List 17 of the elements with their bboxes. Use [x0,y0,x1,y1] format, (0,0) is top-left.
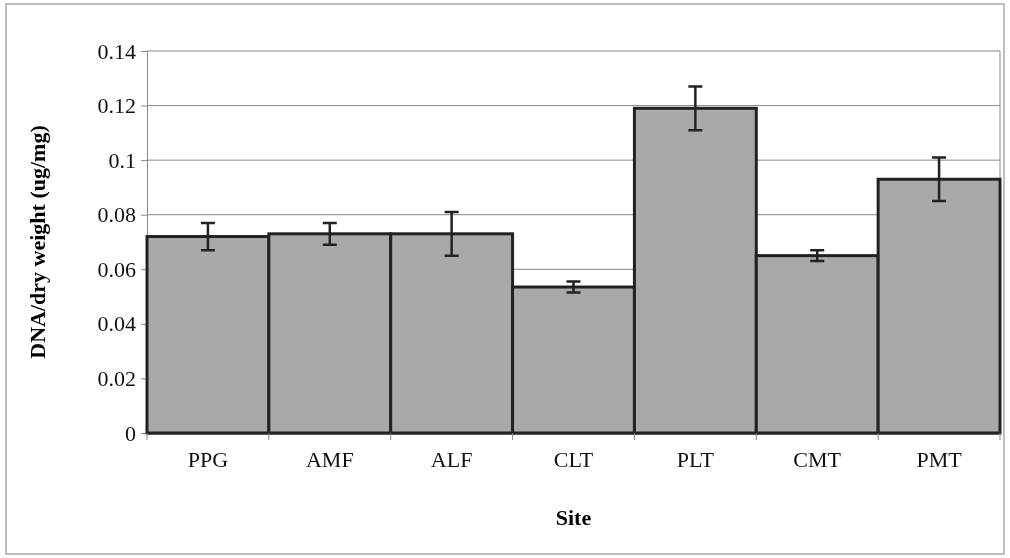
y-tick-label: 0.02 [97,365,136,391]
y-axis-title: DNA/dry weight (ug/mg) [25,125,50,359]
x-tick-label: AMF [305,446,354,472]
y-tick-label: 0.04 [97,311,136,337]
x-tick-label: CLT [553,446,594,472]
x-tick-label: PPG [187,446,229,472]
x-tick-label: PLT [676,446,715,472]
y-tick-label: 0.12 [97,93,136,119]
x-tick-label: ALF [430,446,473,472]
y-tick-label: 0.14 [97,38,136,64]
y-tick-label: 0.1 [108,147,136,173]
y-tick-label: 0 [125,420,136,446]
y-tick-label: 0.06 [97,256,136,282]
x-axis-title: Site [555,505,592,530]
x-tick-label: PMT [916,446,963,472]
x-tick-label: CMT [793,446,842,472]
y-tick-label: 0.08 [97,202,136,228]
